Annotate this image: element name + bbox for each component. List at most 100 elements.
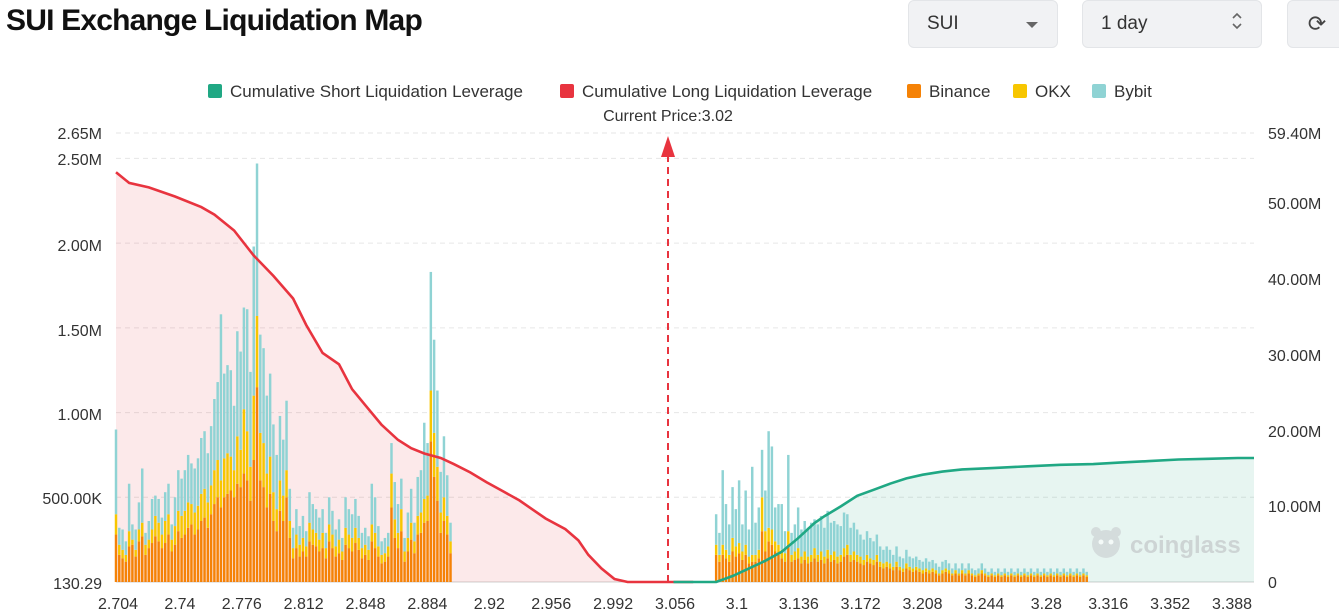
- y-left-tick-label: 1.00M: [58, 407, 102, 424]
- bar-bybit: [1055, 568, 1059, 574]
- bar-series: [114, 163, 1088, 582]
- bar-okx: [337, 539, 341, 554]
- bar-okx: [1065, 575, 1069, 577]
- bar-okx: [754, 554, 757, 562]
- coin-select[interactable]: SUI: [908, 0, 1058, 48]
- bar-okx: [911, 568, 915, 572]
- bar-bybit: [1049, 568, 1052, 574]
- bar-binance: [819, 559, 823, 582]
- bar-bybit: [869, 537, 872, 559]
- bar-bybit: [439, 471, 442, 513]
- bar-bybit: [393, 482, 396, 520]
- x-tick-label: 2.992: [593, 596, 633, 612]
- bar-bybit: [928, 561, 931, 571]
- bar-okx: [360, 548, 364, 559]
- bar-bybit: [987, 571, 990, 576]
- bar-bybit: [334, 529, 337, 547]
- bar-binance: [803, 559, 806, 582]
- bar-binance: [764, 551, 767, 582]
- bar-binance: [118, 554, 121, 582]
- bar-binance: [754, 561, 757, 582]
- bar-bybit: [400, 478, 403, 510]
- bar-okx: [180, 515, 183, 538]
- bar-okx: [177, 510, 180, 532]
- refresh-button[interactable]: ⟳: [1287, 0, 1339, 48]
- bar-bybit: [449, 522, 452, 542]
- bar-okx: [170, 539, 173, 552]
- bar-okx: [219, 480, 223, 508]
- bar-binance: [449, 553, 452, 582]
- bar-bybit: [744, 490, 747, 545]
- bar-okx: [236, 436, 239, 484]
- bar-okx: [321, 532, 324, 549]
- bar-binance: [429, 441, 433, 582]
- bar-okx: [744, 544, 747, 555]
- bar-binance: [298, 556, 301, 582]
- bar-okx: [265, 473, 269, 508]
- bar-bybit: [849, 527, 852, 555]
- bar-bybit: [806, 527, 810, 557]
- bar-okx: [751, 554, 754, 562]
- bar-binance: [157, 541, 160, 582]
- legend-label[interactable]: Cumulative Long Liquidation Leverage: [582, 82, 872, 101]
- legend-label[interactable]: Binance: [929, 82, 990, 101]
- bar-okx: [918, 568, 921, 572]
- bar-okx: [777, 544, 780, 555]
- bar-binance: [341, 559, 344, 582]
- bar-binance: [826, 558, 829, 582]
- y-right-tick-label: 59.40M: [1268, 126, 1321, 143]
- bar-binance: [196, 529, 200, 582]
- bar-binance: [416, 534, 419, 582]
- bar-binance: [987, 576, 990, 582]
- bar-bybit: [354, 498, 357, 528]
- bar-binance: [1059, 576, 1062, 582]
- bar-binance: [1062, 575, 1066, 582]
- bar-binance: [885, 566, 888, 582]
- legend-swatch[interactable]: [208, 84, 222, 98]
- bar-okx: [426, 495, 429, 522]
- bar-bybit: [177, 470, 180, 511]
- legend-swatch[interactable]: [560, 84, 574, 98]
- bar-binance: [731, 551, 734, 582]
- legend-label[interactable]: Bybit: [1114, 82, 1152, 101]
- bar-okx: [1026, 575, 1029, 577]
- bar-okx: [1000, 575, 1003, 577]
- bar-okx: [793, 551, 797, 560]
- bar-bybit: [754, 522, 757, 555]
- bar-binance: [147, 548, 151, 582]
- bar-okx: [354, 527, 357, 544]
- legend-label[interactable]: Cumulative Short Liquidation Leverage: [230, 82, 523, 101]
- bar-okx: [291, 548, 295, 559]
- legend-swatch[interactable]: [907, 84, 921, 98]
- bar-okx: [193, 512, 196, 535]
- bar-bybit: [419, 470, 423, 513]
- legend-swatch[interactable]: [1092, 84, 1106, 98]
- bar-okx: [242, 409, 246, 474]
- bar-okx: [1049, 573, 1052, 576]
- bar-okx: [878, 561, 882, 567]
- bar-bybit: [882, 549, 885, 564]
- bar-bybit: [734, 509, 738, 547]
- bar-okx: [803, 551, 806, 560]
- bar-bybit: [990, 568, 993, 574]
- bar-binance: [882, 568, 885, 582]
- bar-binance: [419, 532, 423, 582]
- bar-okx: [757, 549, 761, 559]
- cumulative-long-line: [115, 171, 694, 584]
- bar-binance: [255, 387, 259, 582]
- bar-okx: [872, 559, 875, 566]
- bar-bybit: [380, 541, 383, 555]
- bar-okx: [380, 554, 383, 564]
- bar-bybit: [383, 537, 387, 554]
- time-range-select[interactable]: 1 day: [1082, 0, 1262, 48]
- bar-okx: [941, 570, 944, 574]
- legend-label[interactable]: OKX: [1035, 82, 1071, 101]
- bar-okx: [1006, 575, 1010, 577]
- bar-binance: [150, 543, 154, 582]
- bar-bybit: [728, 524, 731, 555]
- legend-swatch[interactable]: [1013, 84, 1027, 98]
- bar-bybit: [862, 539, 865, 560]
- bar-binance: [888, 568, 892, 582]
- bar-bybit: [1075, 568, 1079, 574]
- bar-okx: [806, 556, 810, 564]
